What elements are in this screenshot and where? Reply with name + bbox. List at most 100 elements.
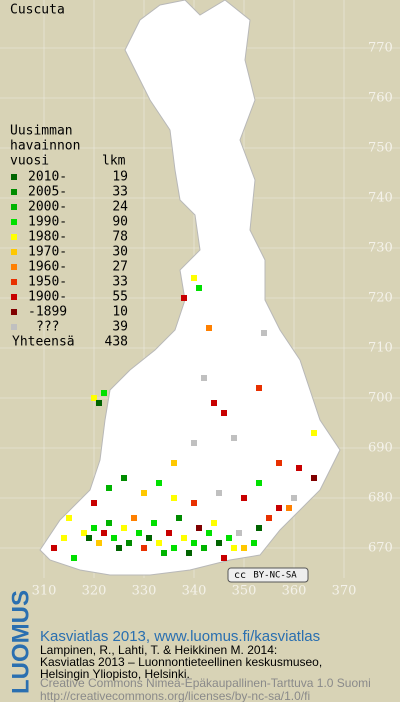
- occurrence-square: [171, 460, 177, 466]
- occurrence-square: [261, 330, 267, 336]
- occurrence-square: [211, 520, 217, 526]
- legend-count: 33: [112, 185, 128, 200]
- occurrence-square: [171, 495, 177, 501]
- legend-swatch: [11, 309, 17, 315]
- occurrence-square: [196, 525, 202, 531]
- occurrence-square: [286, 505, 292, 511]
- legend-label: 1900-: [28, 290, 67, 305]
- legend-count: 24: [112, 200, 128, 215]
- legend-swatch: [11, 234, 17, 240]
- occurrence-square: [256, 480, 262, 486]
- occurrence-square: [211, 400, 217, 406]
- legend-header: Uusimman: [10, 124, 73, 139]
- occurrence-square: [191, 540, 197, 546]
- occurrence-square: [236, 530, 242, 536]
- occurrence-square: [201, 375, 207, 381]
- occurrence-square: [181, 535, 187, 541]
- occurrence-square: [81, 530, 87, 536]
- citation: Helsingin Yliopisto, Helsinki.: [40, 667, 190, 681]
- y-tick-label: 670: [368, 541, 393, 556]
- occurrence-square: [176, 515, 182, 521]
- legend-label: ???: [36, 320, 59, 335]
- occurrence-square: [256, 385, 262, 391]
- occurrence-square: [166, 530, 172, 536]
- occurrence-square: [101, 530, 107, 536]
- occurrence-square: [106, 520, 112, 526]
- legend-count-header: lkm: [102, 154, 126, 169]
- occurrence-square: [161, 550, 167, 556]
- legend-swatch: [11, 279, 17, 285]
- occurrence-square: [171, 545, 177, 551]
- occurrence-square: [231, 545, 237, 551]
- occurrence-square: [91, 500, 97, 506]
- legend-count: 90: [112, 215, 128, 230]
- occurrence-square: [191, 500, 197, 506]
- y-tick-label: 690: [368, 441, 393, 456]
- occurrence-square: [121, 525, 127, 531]
- legend-label: 1980-: [28, 230, 67, 245]
- occurrence-square: [141, 545, 147, 551]
- legend-header: havainnon: [10, 139, 80, 154]
- x-tick-label: 360: [282, 584, 307, 599]
- legend-header: vuosi: [10, 154, 49, 169]
- license-text: Creative Commons Nimeä-Epäkaupallinen-Ta…: [40, 676, 371, 690]
- license-text: http://creativecommons.org/licenses/by-n…: [40, 689, 310, 702]
- occurrence-square: [96, 400, 102, 406]
- occurrence-square: [296, 465, 302, 471]
- occurrence-square: [181, 295, 187, 301]
- occurrence-square: [126, 540, 132, 546]
- y-tick-label: 730: [368, 241, 393, 256]
- occurrence-square: [86, 535, 92, 541]
- x-tick-label: 310: [32, 584, 57, 599]
- occurrence-square: [276, 505, 282, 511]
- occurrence-square: [241, 545, 247, 551]
- occurrence-square: [231, 435, 237, 441]
- x-tick-label: 350: [232, 584, 257, 599]
- occurrence-square: [121, 475, 127, 481]
- occurrence-square: [71, 555, 77, 561]
- luomus-logo: LUOMUS: [7, 590, 34, 694]
- occurrence-square: [311, 430, 317, 436]
- occurrence-square: [206, 325, 212, 331]
- y-tick-label: 720: [368, 291, 393, 306]
- occurrence-square: [96, 540, 102, 546]
- occurrence-square: [91, 395, 97, 401]
- x-tick-label: 320: [82, 584, 107, 599]
- occurrence-square: [191, 275, 197, 281]
- occurrence-square: [106, 485, 112, 491]
- occurrence-square: [91, 525, 97, 531]
- occurrence-square: [206, 530, 212, 536]
- occurrence-square: [136, 530, 142, 536]
- occurrence-square: [156, 480, 162, 486]
- legend-label: 1970-: [28, 245, 67, 260]
- map-title: Cuscuta: [10, 3, 65, 18]
- occurrence-square: [251, 540, 257, 546]
- occurrence-square: [101, 390, 107, 396]
- legend-swatch: [11, 264, 17, 270]
- x-tick-label: 330: [132, 584, 157, 599]
- legend-label: 2000-: [28, 200, 67, 215]
- legend-label: 1950-: [28, 275, 67, 290]
- cc-badge-text: BY-NC-SA: [253, 571, 297, 581]
- citation: Kasviatlas 2013 – Luonnontieteellinen ke…: [40, 655, 322, 669]
- legend-swatch: [11, 219, 17, 225]
- y-tick-label: 770: [368, 41, 393, 56]
- occurrence-square: [146, 535, 152, 541]
- occurrence-square: [226, 535, 232, 541]
- footer-link[interactable]: Kasviatlas 2013, www.luomus.fi/kasviatla…: [40, 628, 320, 645]
- occurrence-square: [291, 495, 297, 501]
- total-count: 438: [105, 335, 128, 350]
- y-tick-label: 760: [368, 91, 393, 106]
- cc-badge: [227, 567, 309, 583]
- occurrence-square: [256, 525, 262, 531]
- occurrence-square: [51, 545, 57, 551]
- y-tick-label: 740: [368, 191, 393, 206]
- citation: Lampinen, R., Lahti, T. & Heikkinen M. 2…: [40, 643, 277, 657]
- occurrence-square: [131, 515, 137, 521]
- total-label: Yhteensä: [12, 335, 75, 350]
- legend-swatch: [11, 324, 17, 330]
- occurrence-square: [221, 410, 227, 416]
- legend-count: 10: [112, 305, 128, 320]
- legend-label: 2010-: [28, 170, 67, 185]
- occurrence-square: [141, 490, 147, 496]
